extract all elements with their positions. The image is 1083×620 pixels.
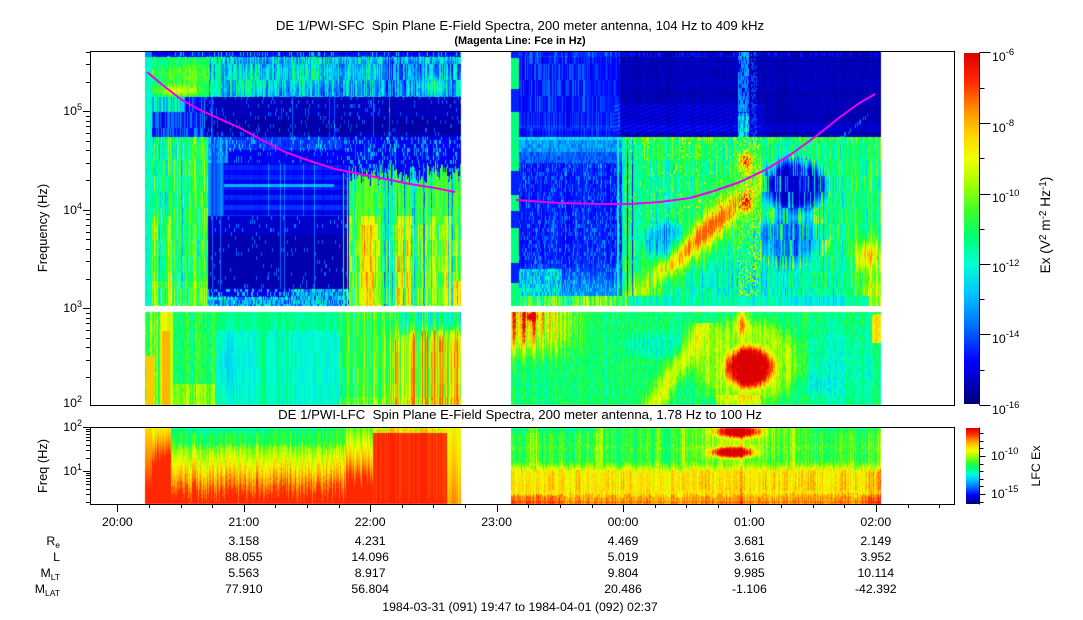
- svg-text:L: L: [53, 550, 60, 564]
- svg-text:23:00: 23:00: [481, 515, 512, 529]
- svg-text:LFC Ex: LFC Ex: [1029, 445, 1043, 487]
- svg-text:9.804: 9.804: [608, 566, 639, 580]
- svg-text:Ex (V2 m-2 Hz-1): Ex (V2 m-2 Hz-1): [1038, 177, 1053, 274]
- svg-text:14.096: 14.096: [351, 550, 389, 564]
- svg-text:88.055: 88.055: [225, 550, 263, 564]
- svg-text:20.486: 20.486: [604, 582, 642, 596]
- svg-text:MLAT: MLAT: [35, 582, 60, 598]
- svg-text:02:00: 02:00: [860, 515, 891, 529]
- svg-text:9.985: 9.985: [734, 566, 765, 580]
- svg-text:-42.392: -42.392: [855, 582, 897, 596]
- svg-text:MLT: MLT: [40, 566, 60, 582]
- svg-text:2.149: 2.149: [860, 534, 891, 548]
- svg-text:10-14: 10-14: [992, 329, 1019, 346]
- svg-text:8.917: 8.917: [355, 566, 386, 580]
- svg-text:Re: Re: [46, 534, 60, 550]
- svg-text:10-12: 10-12: [992, 258, 1019, 275]
- svg-text:105: 105: [63, 102, 82, 118]
- svg-text:-1.106: -1.106: [732, 582, 767, 596]
- svg-text:5.563: 5.563: [228, 566, 259, 580]
- svg-text:102: 102: [63, 394, 82, 410]
- svg-text:10.114: 10.114: [857, 566, 894, 580]
- svg-text:56.804: 56.804: [351, 582, 389, 596]
- svg-text:77.910: 77.910: [225, 582, 263, 596]
- svg-text:DE 1/PWI-SFC Spin Plane E-Fie: DE 1/PWI-SFC Spin Plane E-Field Spectra,…: [276, 18, 764, 33]
- svg-text:10-8: 10-8: [992, 118, 1014, 135]
- svg-text:10-10: 10-10: [992, 188, 1019, 205]
- svg-text:3.158: 3.158: [228, 534, 259, 548]
- svg-text:10-15: 10-15: [991, 484, 1018, 501]
- svg-text:5.019: 5.019: [608, 550, 639, 564]
- svg-text:102: 102: [63, 418, 82, 434]
- svg-text:3.681: 3.681: [734, 534, 765, 548]
- svg-text:103: 103: [63, 299, 82, 315]
- svg-text:104: 104: [63, 201, 82, 217]
- svg-text:20:00: 20:00: [102, 515, 133, 529]
- svg-text:21:00: 21:00: [228, 515, 259, 529]
- svg-text:22:00: 22:00: [355, 515, 386, 529]
- svg-text:01:00: 01:00: [734, 515, 765, 529]
- svg-text:4.231: 4.231: [355, 534, 386, 548]
- svg-text:00:00: 00:00: [608, 515, 639, 529]
- svg-text:1984-03-31 (091) 19:47 to 1984: 1984-03-31 (091) 19:47 to 1984-04-01 (09…: [382, 600, 658, 614]
- svg-text:101: 101: [63, 462, 82, 478]
- svg-text:10-6: 10-6: [992, 47, 1014, 64]
- svg-text:Freq (Hz): Freq (Hz): [35, 439, 50, 493]
- svg-text:DE 1/PWI-LFC Spin Plane E-Fie: DE 1/PWI-LFC Spin Plane E-Field Spectra,…: [278, 407, 762, 422]
- svg-text:4.469: 4.469: [608, 534, 639, 548]
- svg-text:10-10: 10-10: [991, 446, 1018, 463]
- svg-text:3.616: 3.616: [734, 550, 765, 564]
- svg-text:(Magenta Line: Fce in Hz): (Magenta Line: Fce in Hz): [454, 35, 586, 47]
- svg-text:3.952: 3.952: [860, 550, 891, 564]
- svg-text:Frequency (Hz): Frequency (Hz): [35, 184, 50, 272]
- svg-text:10-16: 10-16: [992, 400, 1019, 417]
